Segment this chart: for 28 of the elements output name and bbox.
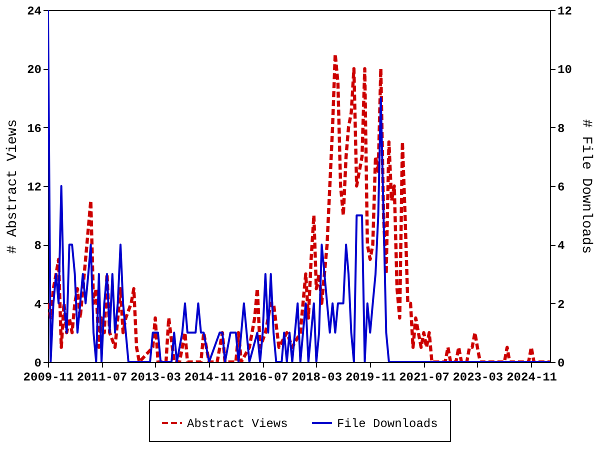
x-tick-label: 2018-03 [292,370,342,384]
x-tick-label: 2021-07 [399,370,450,384]
y-tick-label: 8 [34,239,42,254]
x-tick-label: 2011-07 [76,370,128,384]
y2-tick-label: 4 [558,239,565,254]
y2-tick-label: 0 [558,356,565,370]
x-tick-label: 2009-11 [23,370,74,384]
y2-tick-label: 10 [558,63,572,78]
x-tick-label: 2019-11 [345,370,396,384]
y-tick-label: 20 [27,63,42,78]
legend-label: Abstract Views [187,417,288,431]
x-tick-label: 2013-03 [130,370,181,384]
y-tick-label: 4 [34,298,42,312]
y2-tick-label: 2 [558,298,565,312]
y-axis-title: # Abstract Views [5,119,22,254]
y2-axis-title: # File Downloads [578,119,594,254]
y2-tick-label: 8 [558,122,565,136]
x-tick-label: 2023-03 [452,370,504,384]
y2-tick-label: 12 [558,4,572,18]
y-tick-label: 0 [34,356,42,370]
y-tick-label: 12 [27,180,42,194]
y-tick-label: 16 [27,122,42,136]
legend-label: File Downloads [337,417,438,431]
x-tick-label: 2014-11 [184,370,235,384]
x-tick-label: 2016-07 [238,370,288,384]
x-tick-label: 2024-11 [506,370,558,384]
y-tick-label: 24 [27,4,42,18]
y2-tick-label: 6 [558,180,565,194]
